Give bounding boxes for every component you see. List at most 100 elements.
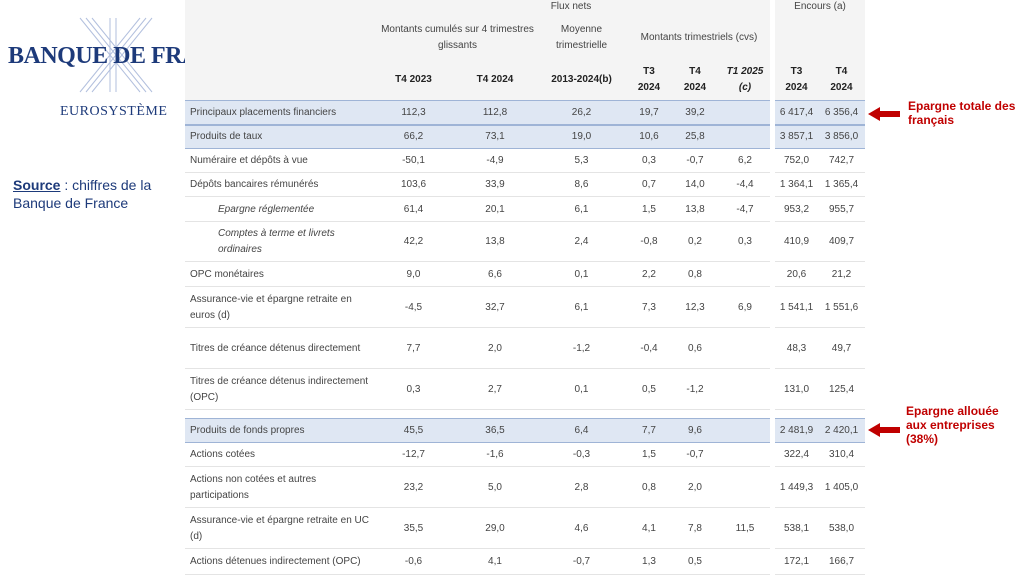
table-row — [185, 149, 770, 173]
row-label: Principaux placements financiers — [190, 106, 337, 118]
table-cell: 0,1 — [574, 268, 589, 280]
header-band — [775, 0, 865, 100]
table-cell: 538,1 — [783, 522, 810, 534]
table-cell: 6,1 — [574, 301, 589, 313]
table-cell: 1 449,3 — [779, 481, 814, 493]
table-cell: 125,4 — [828, 383, 855, 395]
row-label: Actions détenues indirectement (OPC) — [190, 556, 361, 567]
table-cell: -1,2 — [686, 383, 704, 395]
table-cell: 19,7 — [639, 106, 659, 118]
table-row — [185, 287, 770, 328]
row-label: Actions non cotées et autres participati… — [190, 473, 317, 501]
table-cell: 2,7 — [488, 383, 502, 395]
column-header-line: T3 — [790, 66, 803, 77]
column-header: T4 2024 — [455, 60, 535, 100]
table-row — [775, 467, 865, 508]
table-row — [185, 173, 770, 197]
table-cell: 955,7 — [828, 203, 855, 215]
table-cell: 32,7 — [485, 301, 505, 313]
row-label: Produits de fonds propres — [190, 424, 305, 436]
table-row — [185, 467, 770, 508]
table-row — [775, 197, 865, 222]
column-header-line: 2024 — [785, 82, 808, 93]
column-header-line: T3 — [643, 66, 655, 77]
table-cell: 1,3 — [642, 556, 656, 567]
table-cell: 23,2 — [403, 481, 424, 493]
table-cell: 13,8 — [485, 236, 505, 247]
column-header-line: T4 2023 — [395, 74, 432, 85]
table-cell: 1,5 — [642, 449, 656, 460]
table-cell: 0,6 — [688, 342, 702, 354]
table-cell: 36,5 — [485, 424, 505, 436]
table-cell: 39,2 — [685, 106, 705, 118]
header-cell: Encours (a) — [794, 1, 846, 12]
column-header-line: T4 — [689, 66, 701, 77]
table-row — [775, 173, 865, 197]
table-cell: 103,6 — [400, 179, 427, 190]
table-row — [775, 262, 865, 287]
table-cell: 48,3 — [786, 342, 807, 354]
table-cell: 6 417,4 — [779, 106, 814, 118]
table-row — [775, 287, 865, 328]
table-cell: 7,3 — [642, 301, 656, 313]
table-cell: 11,5 — [735, 522, 755, 534]
table-cell: 19,0 — [571, 131, 592, 142]
table-row — [775, 443, 865, 467]
logo-graphic — [79, 17, 153, 93]
table-cell: 6,4 — [574, 424, 589, 436]
table-cell: 112,8 — [482, 106, 508, 118]
table-cell: 322,4 — [783, 449, 810, 460]
source-label: Source — [13, 177, 61, 193]
column-header: T4 2024 — [818, 60, 865, 100]
table-cell: 9,6 — [688, 424, 702, 436]
table-row — [185, 100, 770, 125]
arrow — [868, 423, 900, 437]
table-cell: 4,6 — [574, 522, 589, 534]
table-cell: 752,0 — [783, 155, 810, 166]
table-row — [185, 443, 770, 467]
table-cell: -0,7 — [686, 449, 704, 460]
table-row — [775, 508, 865, 549]
table-cell: -0,6 — [404, 556, 423, 567]
table-cell: -0,8 — [640, 236, 658, 247]
table-cell: 33,9 — [485, 179, 505, 190]
table-cell: -4,5 — [404, 301, 423, 313]
table-cell: 26,2 — [571, 106, 592, 118]
header-cell: Flux nets — [550, 1, 592, 12]
column-header-line: T4 — [835, 66, 848, 77]
table-row — [185, 508, 770, 549]
header-cell: Montants trimestriels (cvs) — [640, 32, 758, 43]
table-cell: 742,7 — [828, 155, 855, 166]
table-row — [775, 125, 865, 149]
table-cell: 5,0 — [488, 481, 502, 493]
table-cell: 7,8 — [688, 522, 702, 534]
table-cell: 0,7 — [642, 179, 656, 190]
table-cell: 410,9 — [783, 236, 810, 247]
logo-subtitle: EUROSYSTÈME — [60, 104, 168, 119]
table-cell: 10,6 — [639, 131, 659, 142]
table-cell: 538,0 — [828, 522, 855, 534]
table-cell: 112,3 — [401, 106, 426, 118]
table-cell: 7,7 — [406, 342, 421, 354]
table-cell: 2 420,1 — [824, 424, 859, 436]
table-cell: 4,1 — [642, 522, 656, 534]
table-cell: 14,0 — [685, 179, 705, 190]
column-header-line: 2024 — [830, 82, 853, 93]
table-cell: 0,2 — [688, 236, 702, 247]
table-cell: -1,2 — [572, 342, 591, 354]
table-cell: 2,0 — [488, 342, 502, 354]
table-cell: 0,8 — [642, 481, 656, 493]
row-label: Actions cotées — [190, 449, 256, 460]
table-cell: 0,1 — [574, 383, 589, 395]
table-cell: 1 551,6 — [824, 301, 859, 313]
table-row — [185, 197, 770, 222]
table-cell: 4,1 — [488, 556, 502, 567]
table-cell: 5,3 — [574, 155, 589, 166]
table-cell: 42,2 — [403, 236, 424, 247]
row-label: Numéraire et dépôts à vue — [190, 155, 308, 166]
table-cell: 409,7 — [828, 236, 855, 247]
table-cell: -12,7 — [402, 449, 425, 460]
table-cell: 12,3 — [685, 301, 705, 313]
